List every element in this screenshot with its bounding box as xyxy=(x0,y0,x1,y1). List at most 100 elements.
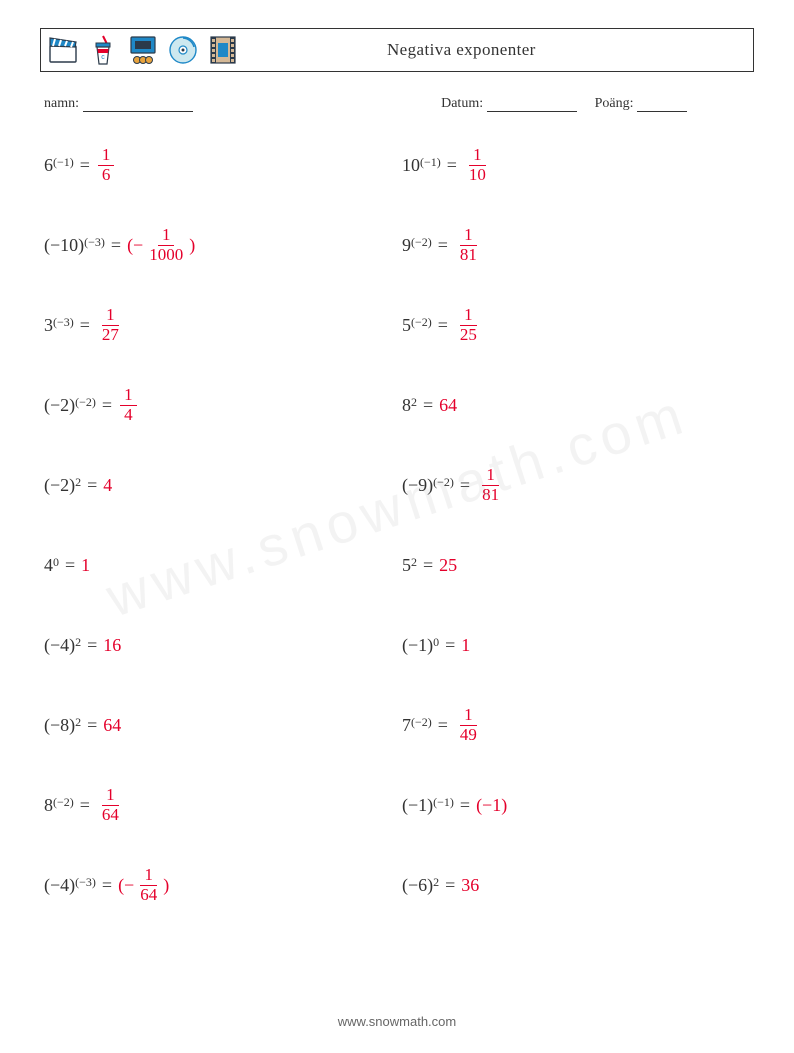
equals: = xyxy=(445,635,455,656)
equals: = xyxy=(438,715,448,736)
base: 7 xyxy=(402,715,411,736)
answer: 1 xyxy=(81,555,90,576)
answer: 125 xyxy=(454,306,483,344)
base: 10 xyxy=(402,155,420,176)
problem: (−4)2 = 16 xyxy=(44,622,392,668)
problem: 40=1 xyxy=(44,542,392,588)
name-label: namn: xyxy=(44,96,79,111)
exponent: (−2) xyxy=(411,315,432,330)
exponent: (−2) xyxy=(53,795,74,810)
base: (−4) xyxy=(44,635,75,656)
answer: (−164) xyxy=(118,866,169,904)
exponent: 2 xyxy=(75,635,81,650)
page-title: Negativa exponenter xyxy=(387,40,536,60)
base: (−6) xyxy=(402,875,433,896)
equals: = xyxy=(102,875,112,896)
exponent: (−1) xyxy=(53,155,74,170)
equals: = xyxy=(460,795,470,816)
exponent: (−3) xyxy=(53,315,74,330)
exponent: 2 xyxy=(411,555,417,570)
base: (−2) xyxy=(44,475,75,496)
equals: = xyxy=(87,715,97,736)
base: 8 xyxy=(402,395,411,416)
base: (−10) xyxy=(44,235,84,256)
svg-text:c: c xyxy=(101,54,105,61)
base: (−1) xyxy=(402,795,433,816)
problem: 6(−1) = 16 xyxy=(44,142,392,188)
exponent: (−2) xyxy=(411,715,432,730)
tickets-screen-icon xyxy=(127,34,159,66)
score-blank xyxy=(637,97,687,112)
problem: 82 = 64 xyxy=(402,382,750,428)
problem: (−10)(−3) = (−11000) xyxy=(44,222,392,268)
problems-grid: 6(−1)=1610(−1)=110(−10)(−3)=(−11000)9(−2… xyxy=(40,142,754,908)
problem: 3(−3) = 127 xyxy=(44,302,392,348)
equals: = xyxy=(460,475,470,496)
equals: = xyxy=(438,235,448,256)
icons-row: c xyxy=(41,34,239,66)
answer: 16 xyxy=(96,146,117,184)
problem: (−2)2=4 xyxy=(44,462,392,508)
equals: = xyxy=(87,635,97,656)
exponent: (−3) xyxy=(84,235,105,250)
equals: = xyxy=(423,555,433,576)
exponent: (−1) xyxy=(420,155,441,170)
header-box: c xyxy=(40,28,754,72)
drink-cup-icon: c xyxy=(87,34,119,66)
answer: (−11000) xyxy=(127,226,195,264)
answer: 164 xyxy=(96,786,125,824)
equals: = xyxy=(111,235,121,256)
disc-icon xyxy=(167,34,199,66)
clapperboard-icon xyxy=(47,34,79,66)
equals: = xyxy=(423,395,433,416)
problem: (−1)(−1)=(−1) xyxy=(402,782,750,828)
equals: = xyxy=(447,155,457,176)
equals: = xyxy=(80,155,90,176)
answer: 127 xyxy=(96,306,125,344)
meta-row: namn: Datum: Poäng: xyxy=(40,96,754,112)
answer: 36 xyxy=(461,875,479,896)
answer: 64 xyxy=(103,715,121,736)
problem: (−2)(−2) = 14 xyxy=(44,382,392,428)
equals: = xyxy=(80,315,90,336)
equals: = xyxy=(80,795,90,816)
answer: 25 xyxy=(439,555,457,576)
base: 3 xyxy=(44,315,53,336)
problem: 5(−2)=125 xyxy=(402,302,750,348)
problem: 7(−2) = 149 xyxy=(402,702,750,748)
equals: = xyxy=(65,555,75,576)
equals: = xyxy=(102,395,112,416)
answer: 181 xyxy=(476,466,505,504)
exponent: (−3) xyxy=(75,875,96,890)
score-label: Poäng: xyxy=(595,96,634,111)
problem: 8(−2) = 164 xyxy=(44,782,392,828)
answer: 181 xyxy=(454,226,483,264)
answer: 16 xyxy=(103,635,121,656)
base: 6 xyxy=(44,155,53,176)
problem: (−6)2 = 36 xyxy=(402,862,750,908)
exponent: 2 xyxy=(433,875,439,890)
answer: 149 xyxy=(454,706,483,744)
date-blank xyxy=(487,97,577,112)
exponent: 2 xyxy=(75,475,81,490)
answer: 14 xyxy=(118,386,139,424)
exponent: (−2) xyxy=(75,395,96,410)
equals: = xyxy=(438,315,448,336)
name-blank xyxy=(83,97,193,112)
exponent: (−2) xyxy=(433,475,454,490)
base: 4 xyxy=(44,555,53,576)
exponent: 0 xyxy=(433,635,439,650)
base: (−1) xyxy=(402,635,433,656)
base: (−4) xyxy=(44,875,75,896)
problem: (−8)2=64 xyxy=(44,702,392,748)
exponent: 2 xyxy=(411,395,417,410)
film-frame-icon xyxy=(207,34,239,66)
answer: 64 xyxy=(439,395,457,416)
problem: (−4)(−3) = (−164) xyxy=(44,862,392,908)
problem: 52=25 xyxy=(402,542,750,588)
base: 8 xyxy=(44,795,53,816)
equals: = xyxy=(445,875,455,896)
answer: 1 xyxy=(461,635,470,656)
base: (−9) xyxy=(402,475,433,496)
base: (−2) xyxy=(44,395,75,416)
